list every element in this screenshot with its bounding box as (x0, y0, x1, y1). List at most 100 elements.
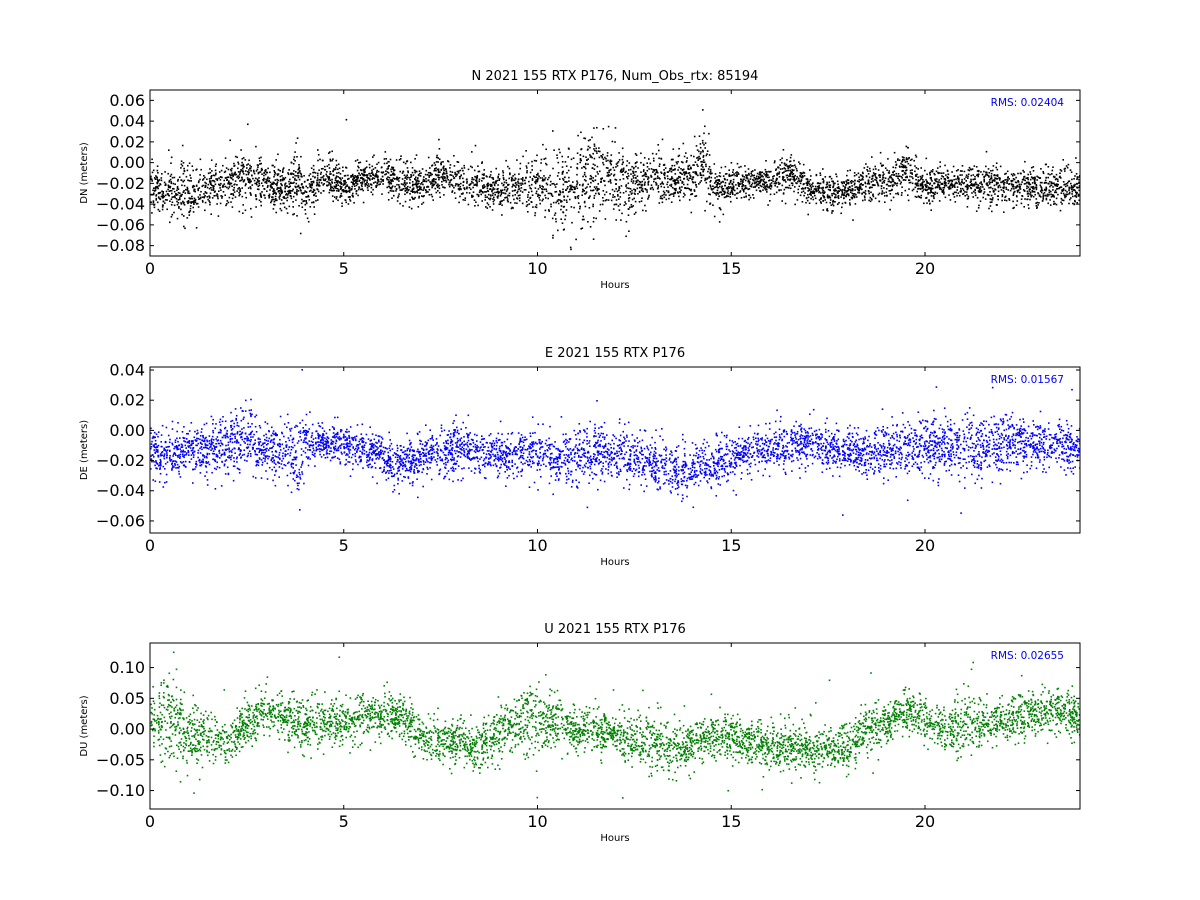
data-point (590, 178, 592, 180)
data-point (702, 168, 704, 171)
data-point (632, 205, 634, 207)
data-point (936, 192, 939, 195)
data-point (725, 196, 727, 198)
data-point (1049, 173, 1051, 176)
data-point (577, 134, 579, 137)
data-point (337, 176, 340, 178)
data-point (744, 187, 747, 189)
data-point (954, 182, 957, 185)
data-point (609, 174, 611, 177)
data-point (205, 182, 207, 185)
data-point (514, 184, 516, 187)
data-point (307, 220, 310, 223)
data-point (1029, 173, 1032, 175)
data-point (278, 198, 281, 200)
data-point (406, 187, 408, 189)
data-point (705, 165, 707, 168)
data-point (800, 191, 803, 194)
data-point (202, 184, 204, 187)
data-point (612, 166, 615, 169)
data-point (178, 206, 180, 208)
data-point (550, 180, 552, 183)
data-point (937, 167, 939, 169)
data-point (202, 201, 204, 203)
data-point (175, 194, 178, 196)
data-point (784, 202, 787, 205)
data-point (298, 178, 301, 181)
data-point (485, 206, 487, 208)
data-point (1016, 200, 1019, 202)
data-point (435, 161, 438, 163)
data-point (417, 180, 419, 182)
data-point (279, 175, 282, 178)
data-point (762, 183, 765, 186)
data-point (451, 183, 453, 186)
data-point (551, 195, 554, 197)
data-point (193, 190, 195, 192)
data-point (329, 173, 331, 175)
data-point (949, 187, 952, 190)
data-point (886, 194, 888, 197)
data-point (922, 179, 924, 181)
data-point (270, 186, 272, 189)
data-point (729, 180, 732, 183)
data-point (167, 172, 169, 175)
data-point (625, 185, 627, 188)
data-point (857, 172, 860, 175)
data-point (444, 176, 446, 179)
data-point (556, 157, 559, 159)
data-point (613, 203, 616, 206)
data-point (683, 171, 685, 173)
data-point (276, 188, 278, 191)
data-point (607, 167, 609, 169)
data-point (548, 209, 550, 211)
data-point (813, 188, 816, 190)
data-point (232, 193, 234, 195)
data-point (541, 177, 544, 179)
data-point (246, 177, 249, 179)
data-point (836, 203, 839, 205)
data-point (398, 177, 401, 179)
data-point (793, 169, 795, 171)
data-point (177, 188, 180, 190)
data-point (271, 182, 273, 185)
data-point (411, 196, 413, 199)
data-point (984, 175, 987, 177)
data-point (481, 185, 484, 187)
data-point (305, 200, 307, 202)
data-point (466, 191, 468, 194)
data-point (446, 176, 449, 178)
data-point (485, 175, 488, 177)
data-point (597, 183, 599, 185)
data-point (210, 159, 213, 161)
data-point (683, 177, 686, 180)
data-point (166, 199, 168, 201)
data-point (247, 123, 249, 126)
data-point (439, 196, 441, 198)
data-point (584, 193, 586, 195)
data-point (498, 191, 501, 193)
data-point (690, 211, 693, 214)
data-point (258, 157, 261, 160)
data-point (232, 194, 235, 197)
data-point (595, 192, 597, 195)
data-point (828, 195, 831, 198)
data-point (922, 187, 924, 189)
data-point (295, 171, 297, 173)
data-point (396, 176, 398, 179)
data-point (1034, 176, 1036, 179)
data-point (593, 186, 596, 188)
data-point (596, 171, 599, 173)
data-point (508, 167, 511, 170)
data-point (242, 212, 244, 214)
data-point (835, 196, 837, 199)
data-point (1002, 182, 1005, 185)
data-point (1015, 186, 1017, 188)
data-point (666, 171, 669, 173)
data-point (281, 190, 283, 192)
data-point (717, 193, 720, 195)
data-point (256, 178, 259, 181)
data-point (802, 183, 805, 186)
data-point (789, 169, 791, 172)
data-point (453, 155, 455, 157)
